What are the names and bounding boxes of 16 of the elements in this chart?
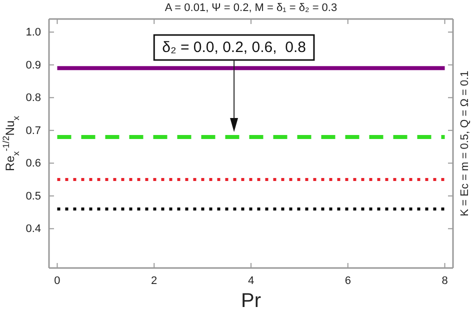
y-tick-label: 0.9 [26, 59, 41, 72]
x-tick-label: 2 [151, 274, 158, 287]
y-tick-label: 0.7 [26, 124, 41, 137]
x-tick-label: 6 [344, 274, 351, 287]
x-axis-title: Pr [241, 290, 262, 312]
x-tick-label: 0 [54, 274, 60, 287]
x-tick-label: 8 [442, 274, 448, 287]
y-tick-label: 0.8 [26, 92, 41, 104]
annotation: δ₂ = 0.0, 0.2, 0.6, 0.8 [162, 39, 306, 56]
y-tick-label: 0.4 [26, 223, 41, 236]
x-tick-label: 4 [248, 274, 254, 287]
text: K = Ec = m = 0.5, Q = Ω = 0.1 [459, 70, 471, 216]
y-tick-label: 0.6 [26, 158, 41, 170]
y-tick-label: 1.0 [26, 26, 41, 39]
y-tick-label: 0.5 [26, 190, 41, 202]
chart-title: A = 0.01, Ψ = 0.2, M = δ₁ = δ₂ = 0.3 [164, 2, 338, 14]
